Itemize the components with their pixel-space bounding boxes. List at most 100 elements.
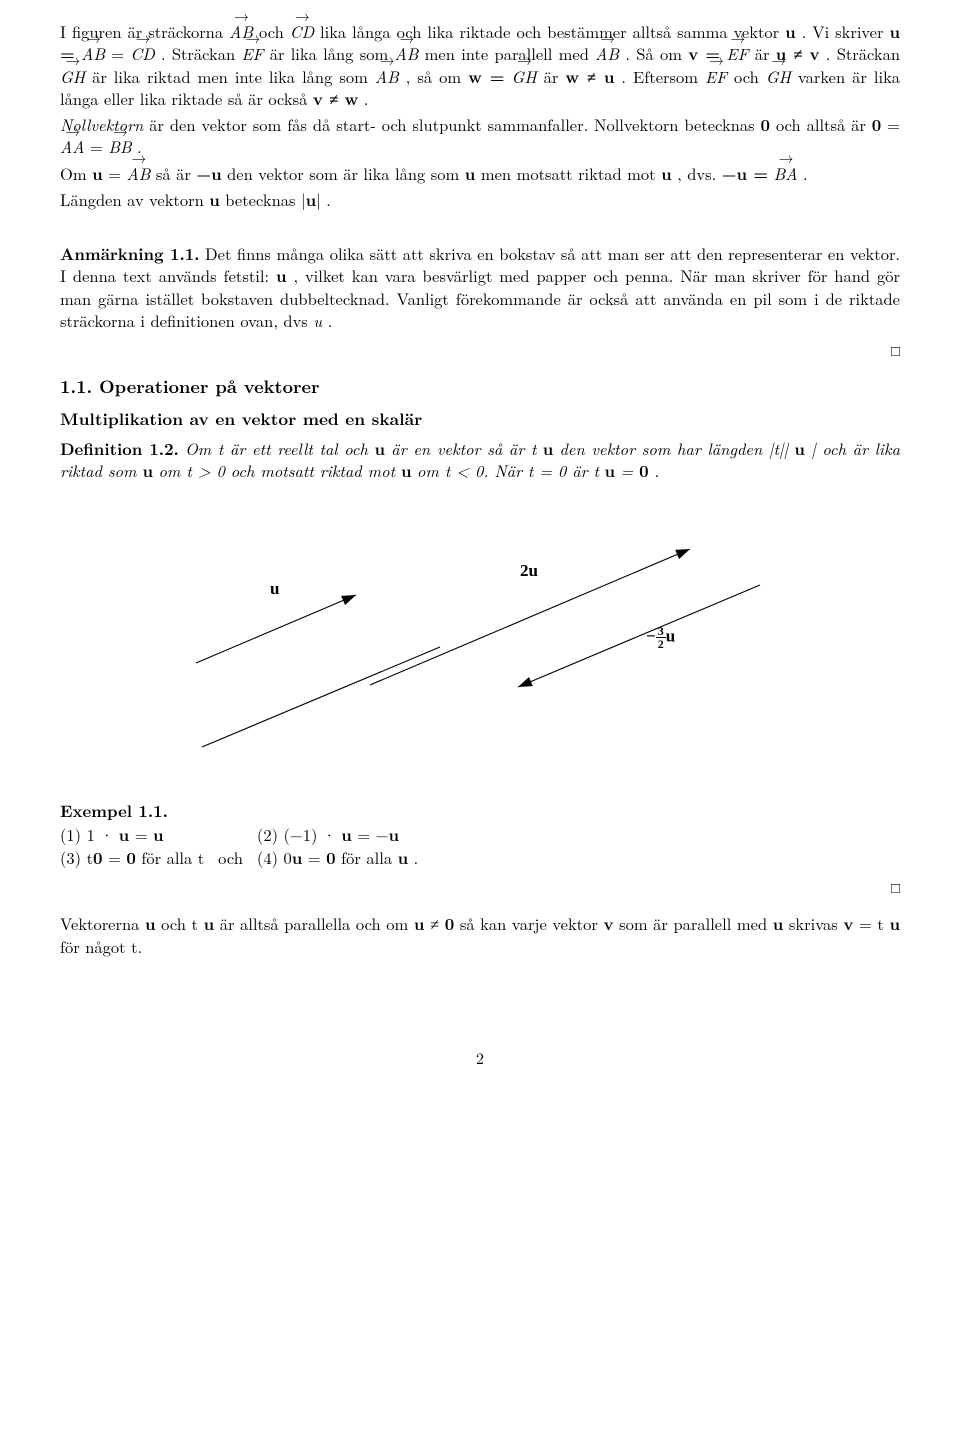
remark-head: Anmärkning 1.1. (60, 241, 199, 265)
t: den vektor som har längden |t|| (559, 436, 788, 460)
sym-v: v (843, 911, 853, 935)
neg-u: −u (196, 161, 221, 185)
t: . (654, 458, 659, 482)
t: = (90, 134, 103, 158)
sym-zero: 0 (872, 112, 882, 136)
t: = (108, 161, 121, 185)
sym-vnew: v ≠ w (313, 86, 358, 110)
vec-ef: EF (726, 42, 748, 64)
definition-paragraph: Definition 1.2. Om t är ett reellt tal o… (60, 437, 900, 482)
t: Om t är ett reellt tal och (185, 436, 374, 460)
sym-u: u (605, 458, 616, 482)
vec-cd: CD (130, 42, 154, 64)
t: . Så om (625, 41, 688, 65)
final-paragraph: Vektorerna u och t u är alltså parallell… (60, 912, 900, 957)
example-table: (1) 1 · u = u (2) (−1) · u = −u (3) t0 =… (60, 823, 432, 868)
sym-v: v (603, 911, 613, 935)
t: Om (60, 161, 92, 185)
vec-ab: AB (126, 162, 150, 184)
vec-gh: GH (512, 65, 537, 87)
t: = (887, 112, 900, 136)
neg-u-paragraph: Om u = AB så är −u den vektor som är lik… (60, 162, 900, 184)
page-number: 2 (60, 1047, 900, 1069)
t: . (328, 308, 333, 332)
vec-cd: CD (290, 20, 314, 42)
t: betecknas (225, 187, 301, 211)
vec-aa: AA (60, 135, 85, 157)
qed-box: □ (60, 878, 900, 898)
sym-u: u (92, 161, 103, 185)
t: den vektor som är lika lång som (227, 161, 465, 185)
t: lika långa och lika riktade och bestämme… (320, 19, 785, 43)
t: Längden av vektorn (60, 187, 209, 211)
t: och t (161, 911, 203, 935)
t: så är (156, 161, 196, 185)
remark-paragraph: Anmärkning 1.1. Det finns många olika sä… (60, 242, 900, 331)
sym-wneu: w ≠ u (565, 64, 614, 88)
t: . Eftersom (621, 64, 705, 88)
vector-diagram: u2u−32u (130, 515, 830, 765)
t: är alltså parallella och om (220, 911, 414, 935)
t: är den vektor som fås då start- och slut… (149, 112, 760, 136)
t: för något t. (60, 934, 142, 958)
t: är en vektor så är t (391, 436, 536, 460)
t: . (326, 187, 331, 211)
t: ≠ (430, 911, 445, 935)
example-head: Exempel 1.1. (60, 799, 900, 821)
t: så kan varje vektor (460, 911, 604, 935)
t: men motsatt riktad mot (481, 161, 661, 185)
t: om t < 0. När t = 0 är t (417, 458, 599, 482)
sym-u: u (209, 187, 220, 211)
sym-u: u (785, 19, 796, 43)
sym-u: u (142, 458, 153, 482)
sym-u: u (543, 436, 554, 460)
sym-u: u (375, 436, 386, 460)
t: och (734, 64, 766, 88)
vec-gh: GH (766, 65, 791, 87)
t: , dvs. (677, 161, 722, 185)
t: . (803, 161, 808, 185)
mult-heading: Multiplikation av en vektor med en skalä… (60, 408, 900, 431)
example-block: Exempel 1.1. (1) 1 · u = u (2) (−1) · u … (60, 799, 900, 868)
t: och (259, 19, 290, 43)
t: och alltså är (776, 112, 872, 136)
t: = (111, 41, 124, 65)
qed-box: □ (60, 341, 900, 361)
ex-cell: (1) 1 · u = u (60, 823, 218, 845)
t: . Sträckan (161, 41, 241, 65)
sym-u: u (401, 458, 412, 482)
t: Vektorerna (60, 911, 145, 935)
t: är lika riktad men inte lika lång som (92, 64, 375, 88)
t: . (364, 86, 369, 110)
t: skrivas (789, 911, 843, 935)
vec-ef: EF (241, 42, 263, 64)
vec-ab: AB (375, 65, 399, 87)
vec-gh: GH (60, 65, 85, 87)
sym-zero: 0 (639, 458, 649, 482)
sym-u: u (204, 911, 215, 935)
t: , så om (406, 64, 468, 88)
t: = (621, 458, 640, 482)
sym-zero: 0 (761, 112, 771, 136)
u-arrow: u⃗ (313, 308, 322, 332)
t: . Sträckan (826, 41, 900, 65)
sym-zero: 0 (445, 911, 455, 935)
definition-head: Definition 1.2. (60, 436, 179, 460)
sym-u: u (661, 161, 672, 185)
t: som är parallell med (619, 911, 773, 935)
t: är (544, 64, 566, 88)
t: om t > 0 och motsatt riktad mot (159, 458, 401, 482)
sym-u: u (794, 436, 805, 460)
sym-u: u (414, 911, 425, 935)
vec-ef: EF (705, 65, 727, 87)
t: . Vi skriver (802, 19, 890, 43)
abs-u: |u| (301, 187, 321, 211)
sym-u: u (773, 911, 784, 935)
intro-paragraph: I figuren är sträckorna AB och CD lika l… (60, 20, 900, 109)
sym-u: u (465, 161, 476, 185)
sym-w: w = (468, 64, 504, 88)
ex-cell: (3) t0 = 0 för alla t (60, 846, 218, 868)
sym-u: u (276, 263, 287, 287)
vec-ba: BA (774, 162, 798, 184)
ex-cell: (4) 0u = 0 för alla u . (257, 846, 432, 868)
